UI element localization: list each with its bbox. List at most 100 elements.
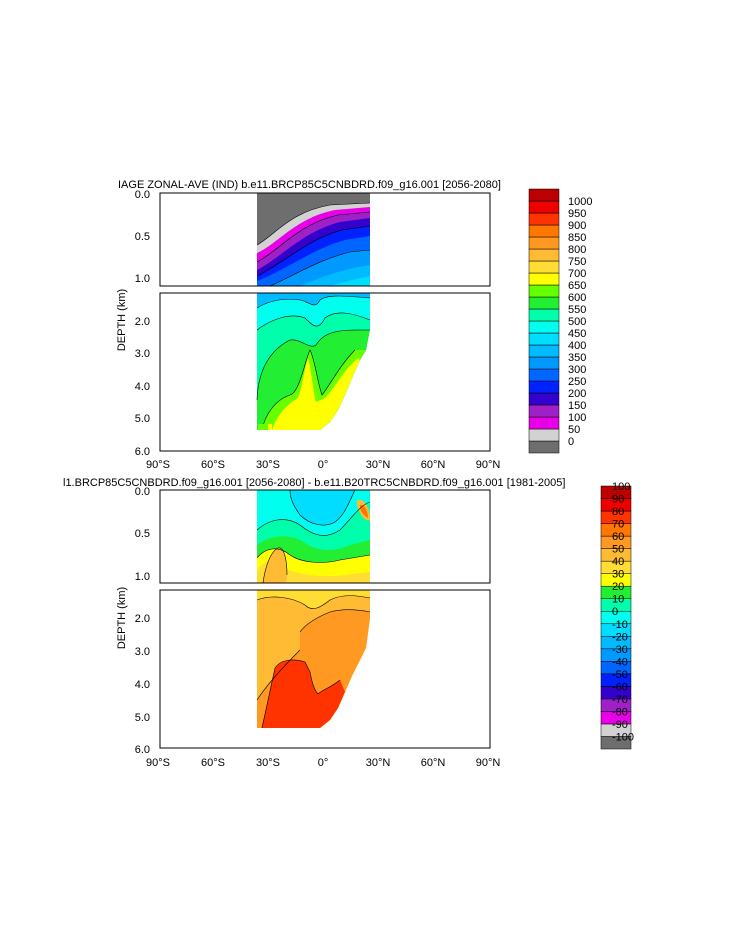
y-tick: 2.0: [135, 613, 150, 625]
colorbar-swatch: [528, 404, 560, 418]
colorbar-label: 40: [612, 556, 624, 568]
colorbar-label: 350: [568, 352, 586, 364]
panel-1-lower-field: [256, 293, 371, 431]
colorbar-label: 80: [612, 506, 624, 518]
colorbar-swatch: [600, 485, 632, 499]
colorbar-swatch: [528, 320, 560, 334]
colorbar-label: -60: [612, 681, 628, 693]
colorbar-swatch: [528, 392, 560, 406]
panel-2-x-ticks: 90°S 60°S 30°S 0° 30°N 60°N 90°N: [146, 757, 500, 769]
colorbar-label: 150: [568, 400, 586, 412]
y-tick: 1.0: [135, 571, 150, 583]
panel-1-x-ticks: 90°S 60°S 30°S 0° 30°N 60°N 90°N: [146, 459, 500, 471]
y-tick: 6.0: [135, 446, 150, 458]
panel-2-ylabel: DEPTH (km): [116, 587, 128, 649]
colorbar-swatch: [528, 260, 560, 274]
panel-1-upper-field: [256, 193, 371, 286]
y-tick: 3.0: [135, 348, 150, 360]
colorbar-label: 50: [568, 424, 580, 436]
colorbar-swatch: [528, 308, 560, 322]
x-tick: 60°S: [201, 757, 225, 769]
colorbar-label: -30: [612, 644, 628, 656]
colorbar-swatch: [528, 224, 560, 238]
x-tick: 0°: [318, 459, 329, 471]
panel-2-lower-field: [256, 590, 371, 729]
y-tick: 5.0: [135, 712, 150, 724]
colorbar-swatch: [528, 428, 560, 442]
colorbar-label: 950: [568, 208, 586, 220]
colorbar-label: 850: [568, 232, 586, 244]
x-tick: 30°N: [366, 757, 391, 769]
x-tick: 30°N: [366, 459, 391, 471]
y-tick: 0.0: [135, 189, 150, 201]
y-tick: 0.0: [135, 486, 150, 498]
colorbar-label: 20: [612, 581, 624, 593]
colorbar-label: 500: [568, 316, 586, 328]
y-tick: 0.5: [135, 231, 150, 243]
colorbar-label: 100: [568, 412, 586, 424]
colorbar-label: 70: [612, 519, 624, 531]
colorbar-label: 600: [568, 292, 586, 304]
colorbar-label: 400: [568, 340, 586, 352]
colorbar-label: 10: [612, 594, 624, 606]
colorbar-swatch: [528, 188, 560, 202]
x-tick: 60°S: [201, 459, 225, 471]
x-tick: 30°S: [256, 459, 280, 471]
colorbar-label: 0: [568, 436, 574, 448]
colorbar-label: 650: [568, 280, 586, 292]
colorbar-label: 0: [612, 606, 618, 618]
y-tick: 1.0: [135, 273, 150, 285]
y-tick: 4.0: [135, 381, 150, 393]
colorbar-label: -90: [612, 719, 628, 731]
x-tick: 90°N: [476, 757, 501, 769]
panel-1-colorbar: 0501001502002503003504004505005506006507…: [528, 188, 592, 454]
colorbar-label: 300: [568, 364, 586, 376]
colorbar-swatch: [528, 236, 560, 250]
colorbar-label: 250: [568, 376, 586, 388]
x-tick: 60°N: [421, 459, 446, 471]
panel-1-upper-frame: [159, 192, 491, 287]
colorbar-label: 30: [612, 569, 624, 581]
colorbar-swatch: [528, 296, 560, 310]
colorbar-label: -80: [612, 706, 628, 718]
panel-2-y-ticks: 0.0 0.5 1.0 2.0 3.0 4.0 5.0 6.0: [135, 486, 150, 756]
colorbar-label: 450: [568, 328, 586, 340]
colorbar-swatch: [528, 368, 560, 382]
x-tick: 90°S: [146, 757, 170, 769]
colorbar-label: 750: [568, 256, 586, 268]
colorbar-swatch: [528, 200, 560, 214]
panel-1-ylabel: DEPTH (km): [116, 289, 128, 351]
panel-2-title: l1.BRCP85C5CNBDRD.f09_g16.001 [2056-2080…: [63, 477, 565, 489]
y-tick: 0.5: [135, 528, 150, 540]
colorbar-swatch: [528, 416, 560, 430]
y-tick: 2.0: [135, 316, 150, 328]
y-tick: 6.0: [135, 744, 150, 756]
colorbar-swatch: [528, 212, 560, 226]
panel-1-lower-frame: [159, 292, 491, 452]
x-tick: 90°S: [146, 459, 170, 471]
x-tick: 30°S: [256, 757, 280, 769]
colorbar-swatch: [528, 272, 560, 286]
x-tick: 60°N: [421, 757, 446, 769]
x-tick: 0°: [318, 757, 329, 769]
colorbar-label: 700: [568, 268, 586, 280]
colorbar-swatch: [528, 440, 560, 454]
panel-2-upper-frame: [159, 489, 491, 584]
colorbar-label: 900: [568, 220, 586, 232]
panel-2-lower-frame: [159, 589, 491, 749]
colorbar-swatch: [528, 380, 560, 394]
colorbar-label: 60: [612, 531, 624, 543]
y-tick: 3.0: [135, 646, 150, 658]
colorbar-swatch: [528, 284, 560, 298]
colorbar-label: -10: [612, 619, 628, 631]
colorbar-swatch: [528, 344, 560, 358]
colorbar-label: -50: [612, 669, 628, 681]
y-tick: 4.0: [135, 679, 150, 691]
panel-2-upper-field: [256, 490, 371, 583]
colorbar-label: 50: [612, 544, 624, 556]
panel-1-y-ticks: 0.0 0.5 1.0 2.0 3.0 4.0 5.0 6.0: [135, 189, 150, 458]
y-tick: 5.0: [135, 413, 150, 425]
colorbar-label: -20: [612, 631, 628, 643]
x-tick: 90°N: [476, 459, 501, 471]
